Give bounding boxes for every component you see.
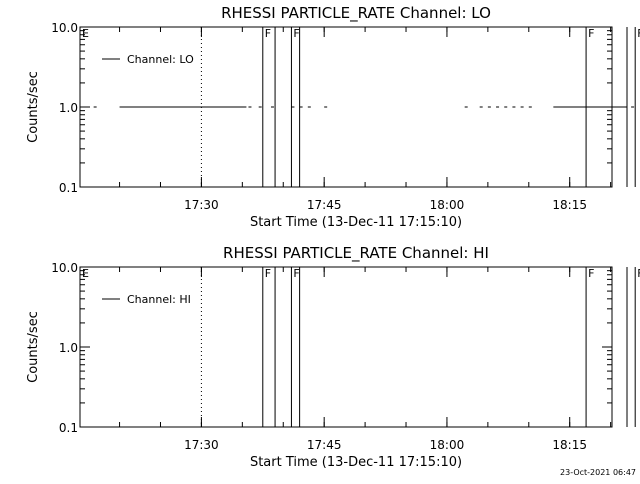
event-label-lo: F [637, 27, 640, 40]
y-tick-label-hi: 0.1 [59, 421, 78, 435]
chart-title-hi: RHESSI PARTICLE_RATE Channel: HI [223, 244, 489, 263]
x-tick-label-hi: 17:30 [184, 438, 219, 452]
event-label-hi: F [588, 267, 594, 280]
x-tick-label-hi: 18:00 [430, 438, 465, 452]
panel-hi: RHESSI PARTICLE_RATE Channel: HI Counts/s… [26, 244, 640, 470]
y-tick-label-lo: 0.1 [59, 181, 78, 195]
event-label-lo: F [265, 27, 271, 40]
chart-title-lo: RHESSI PARTICLE_RATE Channel: LO [221, 4, 491, 23]
event-label-lo: E [82, 27, 89, 40]
y-axis-label-lo: Counts/sec [26, 71, 41, 143]
event-label-hi: E [82, 267, 89, 280]
panel-lo: RHESSI PARTICLE_RATE Channel: LO Counts/s… [26, 4, 640, 230]
legend-label-hi: Channel: HI [127, 293, 191, 306]
event-label-hi: F [293, 267, 299, 280]
y-tick-label-hi: 10.0 [51, 261, 78, 275]
event-label-lo: F [588, 27, 594, 40]
legend-label-lo: Channel: LO [127, 53, 194, 66]
plot-frame-hi [79, 266, 613, 428]
x-tick-label-lo: 18:00 [430, 198, 465, 212]
event-label-lo: F [293, 27, 299, 40]
y-tick-label-hi: 1.0 [59, 341, 78, 355]
x-axis-label-lo: Start Time (13-Dec-11 17:15:10) [250, 215, 462, 230]
x-tick-label-lo: 17:30 [184, 198, 219, 212]
x-axis-label-hi: Start Time (13-Dec-11 17:15:10) [250, 455, 462, 470]
x-tick-label-lo: 18:15 [552, 198, 587, 212]
x-tick-label-lo: 17:45 [307, 198, 342, 212]
event-label-hi: F [637, 267, 640, 280]
x-tick-label-hi: 17:45 [307, 438, 342, 452]
x-tick-label-hi: 18:15 [552, 438, 587, 452]
event-label-hi: F [265, 267, 271, 280]
y-axis-label-hi: Counts/sec [26, 311, 41, 383]
footer-timestamp: 23-Oct-2021 06:47 [560, 468, 636, 477]
y-tick-label-lo: 1.0 [59, 101, 78, 115]
y-tick-label-lo: 10.0 [51, 21, 78, 35]
